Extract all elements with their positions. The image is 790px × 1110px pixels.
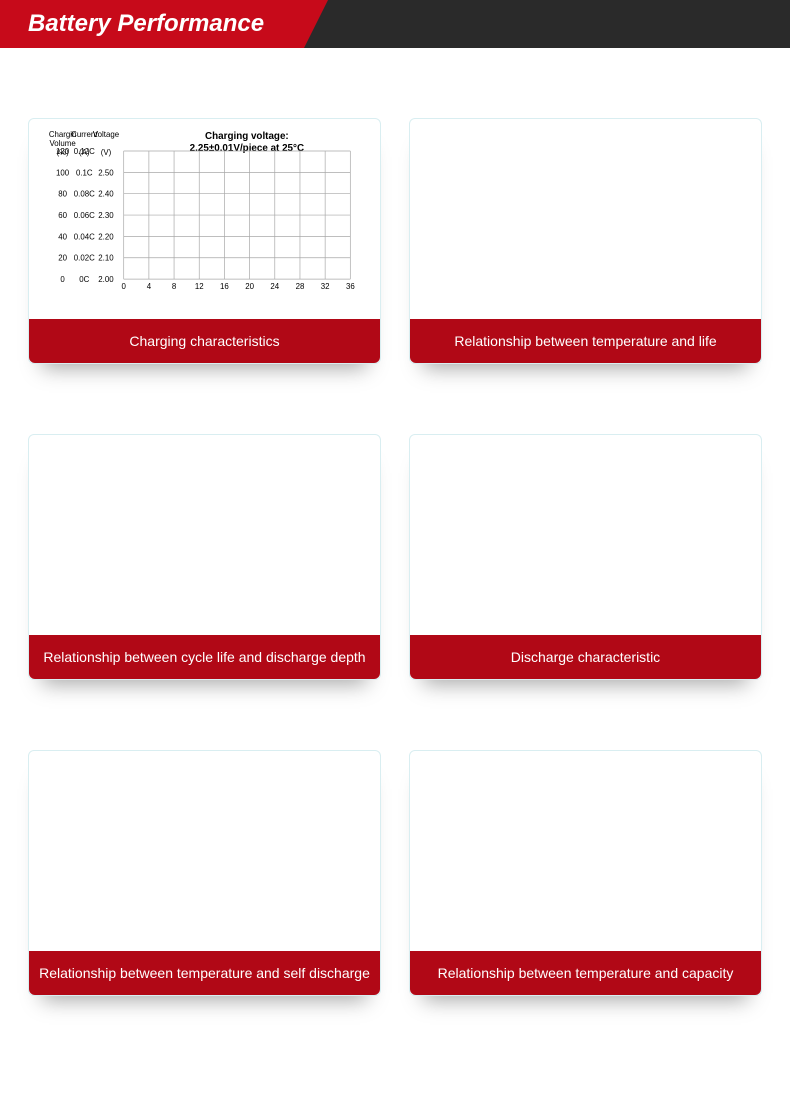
header-bar: Battery Performance (0, 0, 790, 48)
svg-text:36: 36 (346, 282, 355, 291)
svg-text:0.04C: 0.04C (74, 232, 95, 241)
card-discharge: Discharge characteristic (409, 434, 762, 680)
svg-text:0.08C: 0.08C (74, 190, 95, 199)
svg-text:Voltage: Voltage (93, 130, 120, 139)
svg-text:12: 12 (195, 282, 204, 291)
svg-text:120: 120 (56, 147, 70, 156)
chart-temp-capacity (410, 751, 761, 951)
svg-text:2.10: 2.10 (98, 254, 114, 263)
caption: Relationship between temperature and lif… (410, 319, 761, 363)
card-charging: CharginVolume(%)Current(A)Voltage(V)Char… (28, 118, 381, 364)
svg-text:2.40: 2.40 (98, 190, 114, 199)
svg-text:60: 60 (58, 211, 67, 220)
svg-text:100: 100 (56, 168, 70, 177)
svg-text:0: 0 (122, 282, 127, 291)
svg-text:80: 80 (58, 190, 67, 199)
page-title: Battery Performance (28, 10, 264, 38)
svg-text:0.12C: 0.12C (74, 147, 95, 156)
svg-text:2.50: 2.50 (98, 168, 114, 177)
svg-text:2.00: 2.00 (98, 275, 114, 284)
chart-temp-life (410, 119, 761, 319)
svg-text:28: 28 (296, 282, 305, 291)
svg-text:0C: 0C (79, 275, 89, 284)
svg-text:(V): (V) (101, 148, 112, 157)
svg-text:20: 20 (58, 254, 67, 263)
caption: Relationship between cycle life and disc… (29, 635, 380, 679)
caption: Charging characteristics (29, 319, 380, 363)
chart-discharge (410, 435, 761, 635)
svg-text:20: 20 (245, 282, 254, 291)
card-self-discharge: Relationship between temperature and sel… (28, 750, 381, 996)
card-temp-life: Relationship between temperature and lif… (409, 118, 762, 364)
svg-text:4: 4 (147, 282, 152, 291)
svg-text:Charging voltage:: Charging voltage: (205, 131, 289, 142)
caption: Discharge characteristic (410, 635, 761, 679)
chart-cycle-life (29, 435, 380, 635)
caption: Relationship between temperature and sel… (29, 951, 380, 995)
svg-text:16: 16 (220, 282, 229, 291)
chart-charging: CharginVolume(%)Current(A)Voltage(V)Char… (29, 119, 380, 319)
svg-text:2.30: 2.30 (98, 211, 114, 220)
svg-text:2.20: 2.20 (98, 232, 114, 241)
card-cycle-life: Relationship between cycle life and disc… (28, 434, 381, 680)
svg-text:40: 40 (58, 232, 67, 241)
chart-grid: CharginVolume(%)Current(A)Voltage(V)Char… (0, 118, 790, 996)
header-ribbon: Battery Performance (0, 0, 304, 48)
svg-text:8: 8 (172, 282, 177, 291)
svg-text:2.25±0.01V/piece at 25°C: 2.25±0.01V/piece at 25°C (190, 143, 304, 154)
svg-text:0.06C: 0.06C (74, 211, 95, 220)
chart-self-discharge (29, 751, 380, 951)
svg-text:0.1C: 0.1C (76, 168, 93, 177)
svg-text:0.02C: 0.02C (74, 254, 95, 263)
caption: Relationship between temperature and cap… (410, 951, 761, 995)
svg-text:32: 32 (321, 282, 330, 291)
svg-text:24: 24 (270, 282, 279, 291)
card-temp-capacity: Relationship between temperature and cap… (409, 750, 762, 996)
svg-text:0: 0 (60, 275, 65, 284)
